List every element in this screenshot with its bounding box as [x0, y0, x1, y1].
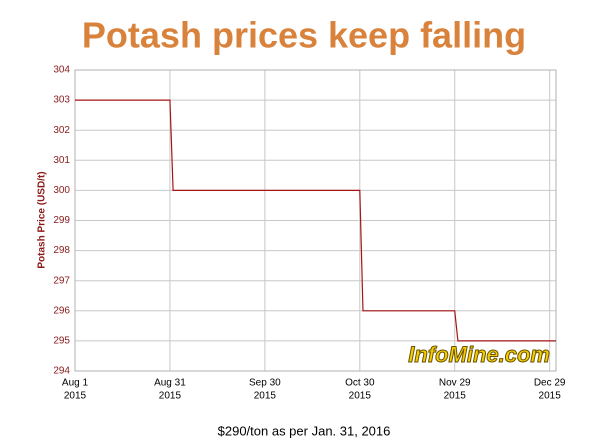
y-tick-label: 300	[53, 185, 70, 196]
y-tick-label: 296	[53, 305, 70, 316]
watermark: InfoMine.com	[408, 342, 550, 367]
x-tick-label: 2015	[349, 391, 372, 402]
caption: $290/ton as per Jan. 31, 2016	[218, 423, 391, 438]
x-tick-label: 2015	[64, 391, 87, 402]
y-tick-label: 304	[53, 65, 70, 76]
y-tick-label: 298	[53, 245, 70, 256]
y-tick-label: 297	[53, 275, 70, 286]
x-tick-label: 2015	[254, 391, 277, 402]
x-tick-label: 2015	[444, 391, 467, 402]
x-tick-label: 2015	[159, 391, 182, 402]
y-tick-label: 295	[53, 336, 70, 347]
y-tick-label: 299	[53, 215, 70, 226]
y-tick-label: 301	[53, 155, 70, 166]
x-tick-label: Nov 29	[439, 378, 471, 389]
x-tick-label: Aug 1	[62, 378, 89, 389]
x-tick-label: 2015	[539, 391, 562, 402]
x-tick-label: Oct 30	[345, 378, 375, 389]
y-tick-label: 303	[53, 95, 70, 106]
y-tick-label: 302	[53, 125, 70, 136]
x-tick-label: Dec 29	[534, 378, 566, 389]
y-axis-label: Potash Price (USD/t)	[37, 171, 48, 268]
plot-border	[74, 69, 557, 372]
price-line	[75, 99, 556, 342]
y-tick-label: 294	[53, 366, 70, 377]
chart-title: Potash prices keep falling	[82, 15, 526, 56]
x-tick-label: Aug 31	[154, 378, 186, 389]
x-tick-label: Sep 30	[249, 378, 281, 389]
